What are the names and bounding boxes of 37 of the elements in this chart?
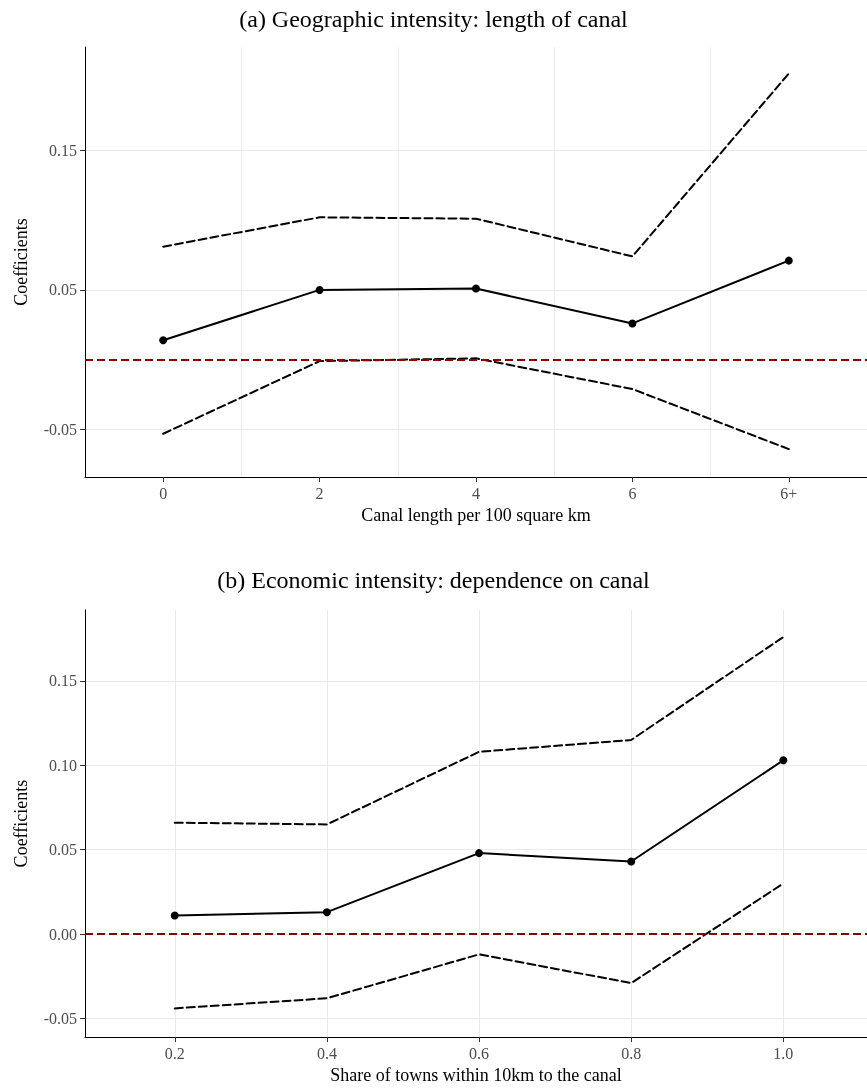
x-axis-title: Canal length per 100 square km <box>361 504 591 525</box>
point <box>475 849 484 858</box>
x-tick-label: 0.8 <box>621 1044 642 1062</box>
x-tick-label: 6+ <box>780 484 798 502</box>
y-tick-label: 0.00 <box>49 925 77 943</box>
y-tick-label: 0.10 <box>49 756 77 774</box>
y-tick-label: 0.15 <box>49 141 77 159</box>
line-series <box>162 357 790 451</box>
x-tick-label: 0.6 <box>469 1044 490 1062</box>
y-tick-label: 0.05 <box>49 841 77 859</box>
point <box>315 285 324 294</box>
point <box>628 319 637 328</box>
y-axis-title: Coefficients <box>11 779 31 868</box>
x-tick-label: 0 <box>159 484 168 502</box>
x-tick-label: 6 <box>628 484 637 502</box>
point <box>170 911 179 920</box>
line-series <box>173 636 785 826</box>
x-tick-label: 0.4 <box>316 1044 337 1062</box>
x-tick-label: 4 <box>472 484 480 502</box>
y-tick-label: 0.05 <box>49 281 77 299</box>
point <box>627 857 636 866</box>
x-axis-title: Share of towns within 10km to the canal <box>330 1065 622 1085</box>
line-series <box>162 72 790 258</box>
x-tick-label: 2 <box>315 484 324 502</box>
y-axis-title: Coefficients <box>11 218 31 306</box>
chart-title: (b) Economic intensity: dependence on canal <box>217 567 651 593</box>
point <box>779 756 788 765</box>
y-tick-label: -0.05 <box>43 1010 77 1028</box>
y-tick-label: 0.15 <box>49 672 77 690</box>
point <box>784 256 793 265</box>
point <box>472 284 480 293</box>
chart-title: (a) Geographic intensity: length of canal <box>239 6 629 32</box>
point <box>159 336 168 345</box>
x-tick-label: 1.0 <box>773 1044 794 1062</box>
y-tick-label: -0.05 <box>43 421 77 439</box>
point <box>322 908 331 917</box>
x-tick-label: 0.2 <box>164 1044 185 1062</box>
